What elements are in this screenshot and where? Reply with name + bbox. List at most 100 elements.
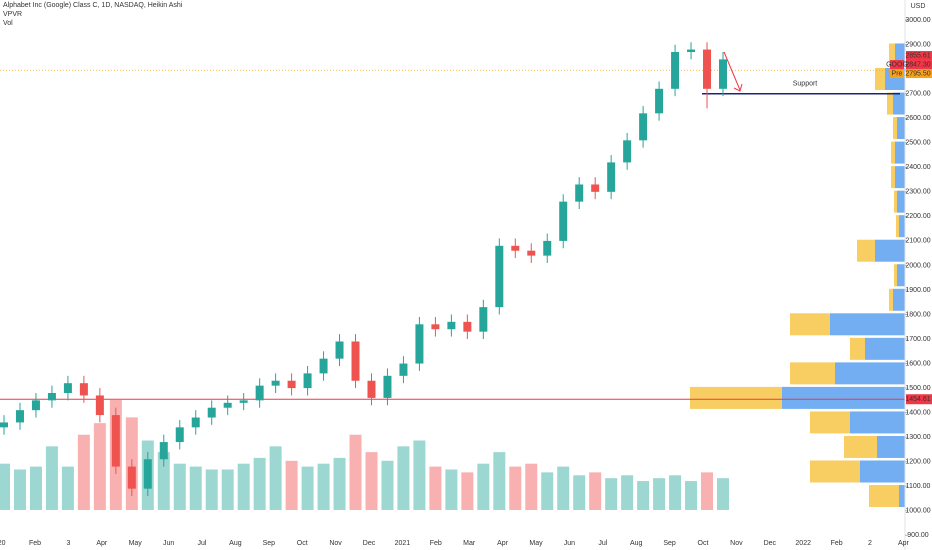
x-tick-label: Feb <box>831 540 843 547</box>
candle-body <box>655 88 664 114</box>
candle-body <box>591 184 600 192</box>
profile-down <box>889 43 895 66</box>
y-tick-label: 1000.00 <box>905 508 930 515</box>
volume-bar <box>253 457 266 510</box>
volume-bar <box>381 460 394 510</box>
volume-bar <box>269 446 282 510</box>
y-tick-label: 1400.00 <box>905 409 930 416</box>
profile-up <box>877 435 905 458</box>
y-tick-label: 2600.00 <box>905 115 930 122</box>
profile-down <box>844 435 877 458</box>
price-tag-label: 2847.30 <box>905 61 930 68</box>
candle-body <box>463 321 472 332</box>
candle-body <box>479 307 488 332</box>
profile-up <box>897 190 905 213</box>
price-axis <box>905 0 932 550</box>
candle-body <box>399 363 408 376</box>
profile-down <box>850 337 865 360</box>
candle-body <box>639 113 648 141</box>
volume-bar <box>477 463 490 510</box>
volume-bar <box>285 460 298 510</box>
profile-up <box>865 337 905 360</box>
candle-body <box>159 442 168 460</box>
profile-down <box>889 288 893 311</box>
volume-bar <box>637 481 650 510</box>
candle-body <box>271 380 280 386</box>
candle-body <box>671 52 680 89</box>
symbol-tag-label: GOOG <box>886 61 908 68</box>
profile-up <box>860 460 905 483</box>
x-tick-label: Nov <box>730 540 743 547</box>
support-label: Support <box>793 81 818 88</box>
x-tick-label: May <box>529 540 543 547</box>
y-tick-label: 2400.00 <box>905 164 930 171</box>
profile-down <box>810 411 850 434</box>
y-tick-label: 1900.00 <box>905 287 930 294</box>
candle-body <box>543 240 552 256</box>
candle-body <box>607 162 616 192</box>
y-tick-label: 2500.00 <box>905 140 930 147</box>
volume-bar <box>365 452 378 510</box>
candle-body <box>511 245 520 251</box>
price-tag <box>906 60 932 70</box>
volume-bar <box>717 478 729 510</box>
profile-up <box>897 264 905 287</box>
candle-body <box>431 324 440 330</box>
candle-body <box>255 385 264 401</box>
candle-body <box>191 417 200 428</box>
volume-bar <box>61 466 74 510</box>
candle-body <box>79 383 88 396</box>
candle-body <box>143 459 152 489</box>
volume-bar <box>0 463 10 510</box>
x-tick-label: 2021 <box>395 540 411 547</box>
volume-bar <box>77 434 90 510</box>
volume-bar <box>189 466 202 510</box>
candle-body <box>287 380 296 389</box>
profile-up <box>830 313 905 336</box>
volume-bar <box>685 481 698 510</box>
profile-up <box>893 288 905 311</box>
candle-body <box>127 466 136 489</box>
candle-body <box>495 245 504 308</box>
y-tick-label: 1500.00 <box>905 385 930 392</box>
profile-up <box>835 362 905 385</box>
candle-body <box>31 400 40 411</box>
x-tick-label: 3 <box>66 540 70 547</box>
y-tick-label: 1200.00 <box>905 459 930 466</box>
candle-body <box>111 415 120 467</box>
volume-bar <box>669 475 682 510</box>
x-tick-label: Jul <box>598 540 607 547</box>
profile-down <box>790 313 830 336</box>
x-tick-label: 2 <box>868 540 872 547</box>
y-tick-label: 1600.00 <box>905 360 930 367</box>
volume-bar <box>541 472 554 510</box>
volume-bar <box>397 446 410 510</box>
volume-bar <box>493 452 506 510</box>
candle-body <box>15 410 24 423</box>
arrow-head <box>733 83 743 92</box>
candle-body <box>703 49 712 89</box>
profile-up <box>895 141 905 164</box>
profile-down <box>894 264 897 287</box>
y-tick-label: 900.00 <box>907 532 929 539</box>
y-tick-label: 2900.00 <box>905 41 930 48</box>
candle-body <box>207 407 216 418</box>
volume-bar <box>221 469 234 510</box>
profile-up <box>895 166 905 189</box>
y-tick-label: 2200.00 <box>905 213 930 220</box>
volume-bar <box>301 466 314 510</box>
candle-body <box>719 59 727 89</box>
volume-bar <box>349 434 362 510</box>
y-tick-label: 2300.00 <box>905 189 930 196</box>
candle-body <box>367 380 376 398</box>
x-tick-label: Aug <box>630 540 643 547</box>
y-tick-label: 2000.00 <box>905 262 930 269</box>
candle-body <box>559 201 568 241</box>
indicator-label: Vol <box>3 20 13 27</box>
volume-bar <box>461 472 474 510</box>
candle-body <box>447 321 456 330</box>
profile-down <box>810 460 860 483</box>
volume-profile <box>690 43 905 508</box>
